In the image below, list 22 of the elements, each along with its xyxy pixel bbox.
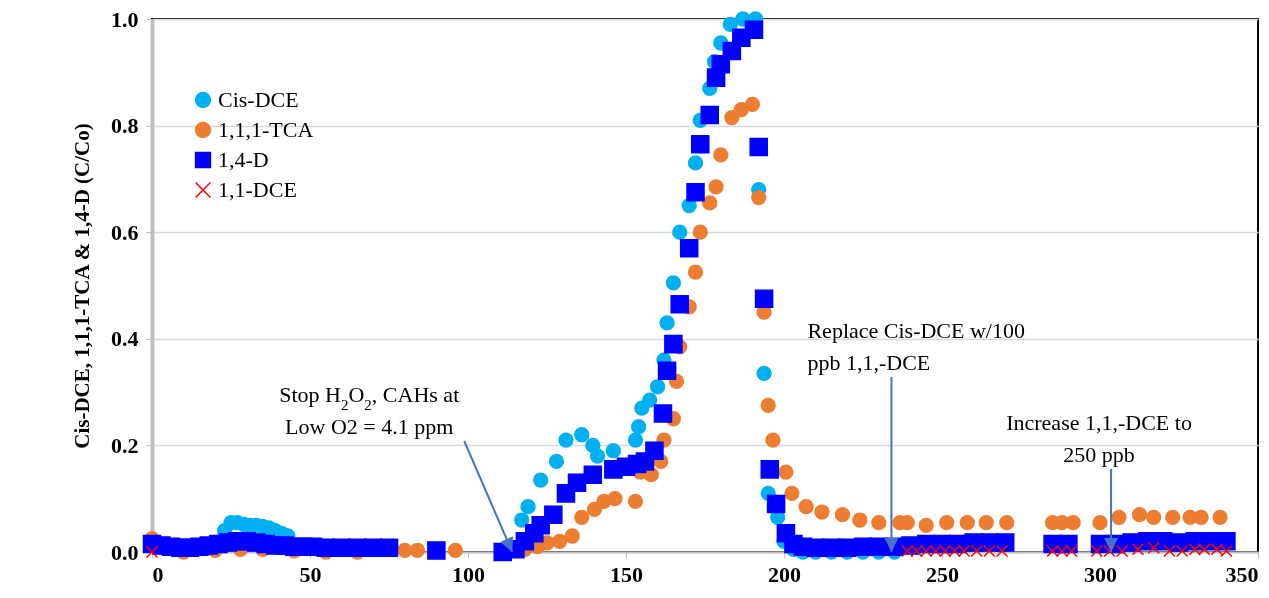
y-tick-label: 0.2 [111, 432, 139, 458]
legend-label: 1,4-D [218, 147, 269, 172]
x-tick-label: 250 [926, 561, 959, 587]
x-tick-label: 150 [610, 561, 643, 587]
legend-label: 1,1-DCE [218, 177, 297, 202]
legend-label: 1,1,1-TCA [218, 117, 314, 142]
y-tick-label: 0.0 [111, 539, 139, 565]
legend-label: Cis-DCE [218, 87, 299, 112]
x-tick-label: 300 [1084, 561, 1117, 587]
annotation: Increase 1,1,-DCE to 250 ppb [1006, 410, 1192, 467]
y-tick-label: 0.4 [111, 326, 139, 352]
y-tick-label: 0.6 [111, 219, 139, 245]
x-tick-label: 350 [1225, 561, 1259, 587]
x-tick-label: 0 [152, 561, 164, 587]
y-axis-title: Cis-DCE, 1,1,1-TCA & 1,4-D (C/Co) [70, 123, 94, 449]
y-tick-label: 0.8 [111, 113, 139, 139]
x-tick-label: 200 [768, 561, 801, 587]
x-tick-label: 50 [299, 561, 322, 587]
annotation: Stop H$_{2}$O$_{2}$, CAHs at Low O2 = 4.1 ppm [279, 382, 460, 439]
x-tick-label: 100 [452, 561, 485, 587]
annotation: Replace Cis-DCE w/100 ppb 1,1,-DCE [807, 318, 1025, 375]
y-tick-label: 1.0 [111, 6, 139, 32]
